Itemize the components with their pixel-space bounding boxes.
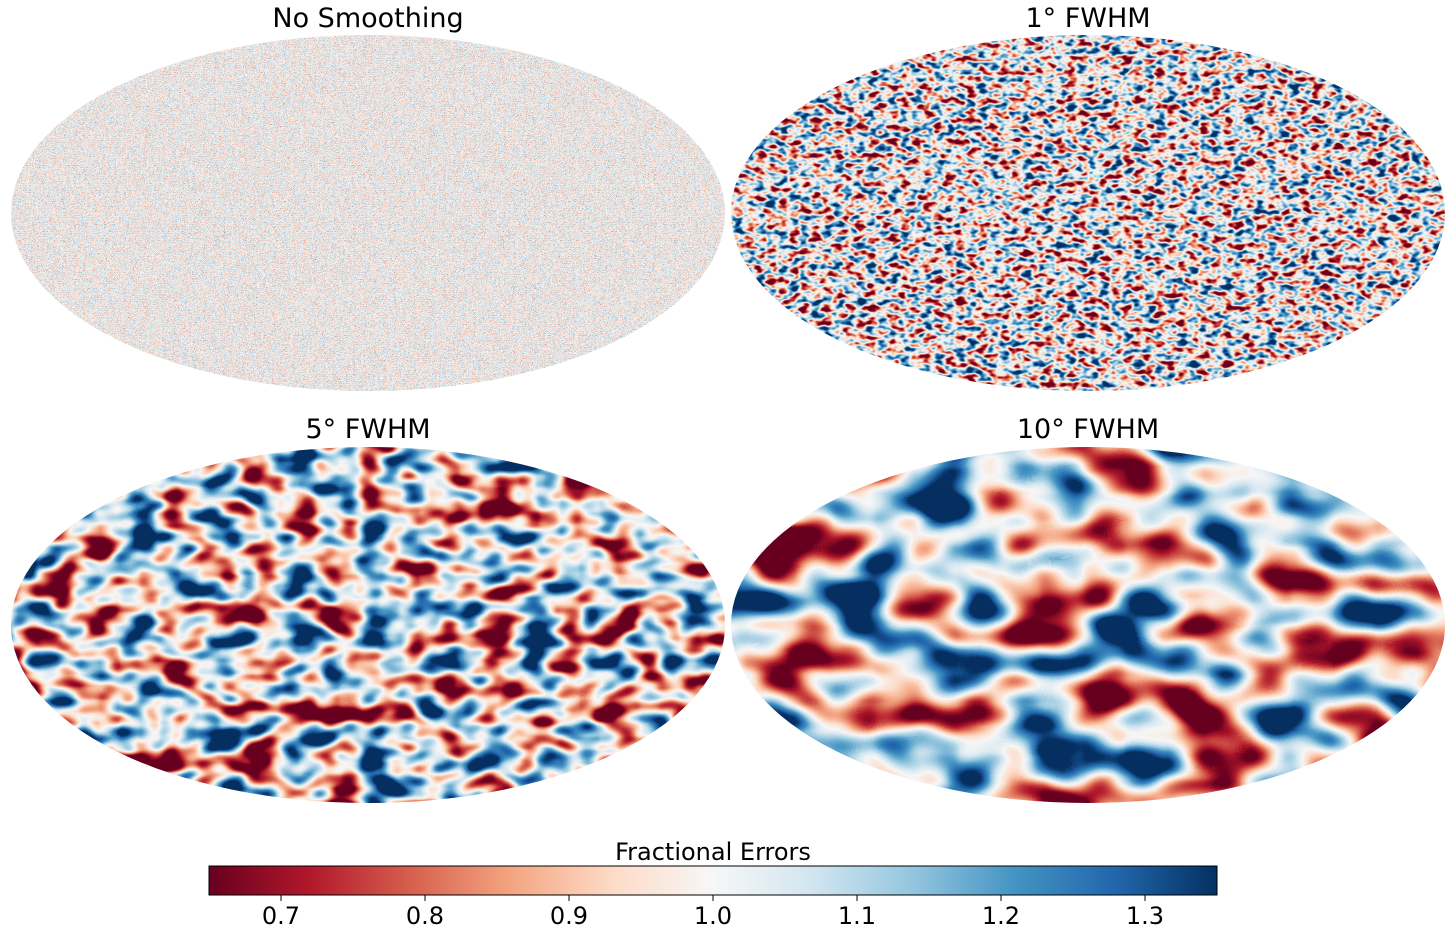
panel-10deg-fwhm: 10° FWHM [731,414,1445,803]
panel-title-10deg-fwhm: 10° FWHM [1017,414,1159,445]
mollweide-map-10deg-fwhm [731,447,1445,803]
colorbar: Fractional Errors 0.7 0.8 0.9 1.0 1.1 1.2 1.3 [208,838,1218,930]
sky-map-texture [11,447,725,803]
colorbar-tick-label: 1.2 [982,902,1020,930]
colorbar-tick-label: 1.1 [838,902,876,930]
colorbar-label: Fractional Errors [615,838,811,866]
sky-map-texture [731,35,1445,391]
panel-1deg-fwhm: 1° FWHM [731,3,1445,391]
sky-map-texture [731,447,1445,803]
colorbar-ticks: 0.7 0.8 0.9 1.0 1.1 1.2 1.3 [262,895,1164,930]
colorbar-tick-label: 0.9 [550,902,588,930]
panel-no-smoothing: No Smoothing [11,3,725,391]
colorbar-tick-label: 0.7 [262,902,300,930]
colorbar-tick-label: 1.3 [1126,902,1164,930]
mollweide-map-5deg-fwhm [11,447,725,803]
colorbar-tick-label: 1.0 [694,902,732,930]
panel-5deg-fwhm: 5° FWHM [11,414,725,803]
panel-title-5deg-fwhm: 5° FWHM [305,414,430,445]
mollweide-map-no-smoothing [11,35,725,391]
panel-title-1deg-fwhm: 1° FWHM [1025,3,1150,34]
panel-title-no-smoothing: No Smoothing [272,3,463,34]
colorbar-gradient [208,865,1218,896]
sky-map-texture [11,35,725,391]
mollweide-map-1deg-fwhm [731,35,1445,391]
colorbar-tick-label: 0.8 [406,902,444,930]
